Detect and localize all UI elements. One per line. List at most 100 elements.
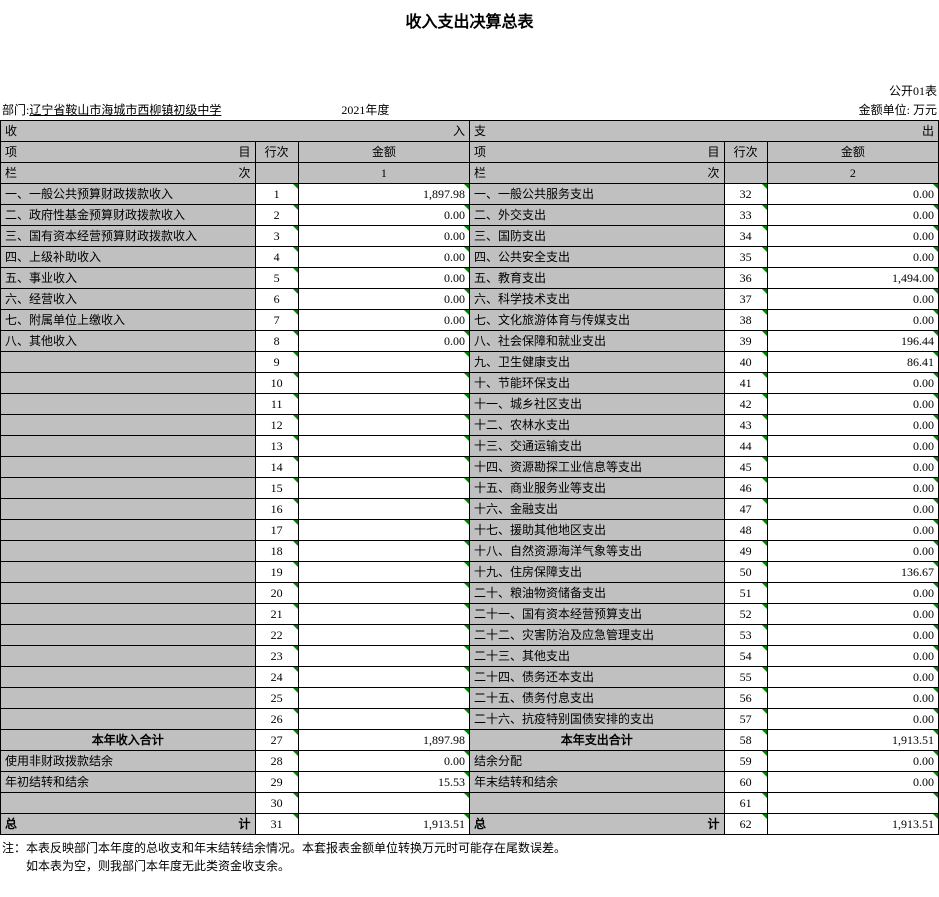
table-cell: 三、国防支出 bbox=[469, 226, 724, 247]
table-cell: 十七、援助其他地区支出 bbox=[469, 520, 724, 541]
table-cell bbox=[298, 436, 469, 457]
table-cell: 53 bbox=[724, 625, 767, 646]
table-cell: 0.00 bbox=[767, 541, 938, 562]
table-cell: 15 bbox=[255, 478, 298, 499]
table-cell bbox=[298, 667, 469, 688]
amount-unit: 金额单位: 万元 bbox=[859, 103, 937, 117]
table-cell: 十一、城乡社区支出 bbox=[469, 394, 724, 415]
table-cell: 0.00 bbox=[298, 310, 469, 331]
table-cell: 二、外交支出 bbox=[469, 205, 724, 226]
table-row: 15十五、商业服务业等支出460.00 bbox=[1, 478, 939, 499]
table-cell: 45 bbox=[724, 457, 767, 478]
table-cell: 本年收入合计 bbox=[1, 730, 256, 751]
table-cell bbox=[1, 646, 256, 667]
table-cell bbox=[298, 562, 469, 583]
table-cell: 十九、住房保障支出 bbox=[469, 562, 724, 583]
table-row: 一、一般公共预算财政拨款收入11,897.98一、一般公共服务支出320.00 bbox=[1, 184, 939, 205]
table-cell: 60 bbox=[724, 772, 767, 793]
table-cell: 二十二、灾害防治及应急管理支出 bbox=[469, 625, 724, 646]
table-cell: 0.00 bbox=[767, 184, 938, 205]
table-cell: 0.00 bbox=[298, 226, 469, 247]
table-cell: 10 bbox=[255, 373, 298, 394]
col-rownum: 行次 bbox=[255, 142, 298, 163]
col-item-2: 项目 bbox=[469, 142, 724, 163]
table-cell: 59 bbox=[724, 751, 767, 772]
table-cell bbox=[767, 793, 938, 814]
table-cell: 41 bbox=[724, 373, 767, 394]
table-cell: 38 bbox=[724, 310, 767, 331]
total-label: 总计 bbox=[1, 814, 256, 835]
table-cell bbox=[298, 415, 469, 436]
table-row: 25二十五、债务付息支出560.00 bbox=[1, 688, 939, 709]
table-cell: 0.00 bbox=[767, 709, 938, 730]
table-cell: 二十四、债务还本支出 bbox=[469, 667, 724, 688]
table-cell bbox=[298, 604, 469, 625]
table-cell: 47 bbox=[724, 499, 767, 520]
table-cell: 1,913.51 bbox=[298, 814, 469, 835]
table-cell bbox=[298, 583, 469, 604]
table-cell: 19 bbox=[255, 562, 298, 583]
table-cell bbox=[298, 646, 469, 667]
table-row: 24二十四、债务还本支出550.00 bbox=[1, 667, 939, 688]
table-cell: 0.00 bbox=[298, 751, 469, 772]
table-cell bbox=[1, 604, 256, 625]
table-row: 七、附属单位上缴收入70.00七、文化旅游体育与传媒支出380.00 bbox=[1, 310, 939, 331]
table-cell: 40 bbox=[724, 352, 767, 373]
table-cell: 0.00 bbox=[767, 205, 938, 226]
note-line-2: 如本表为空，则我部门本年度无此类资金收支余。 bbox=[2, 857, 937, 875]
table-cell: 0.00 bbox=[767, 373, 938, 394]
table-cell: 31 bbox=[255, 814, 298, 835]
table-cell bbox=[1, 520, 256, 541]
table-cell: 0.00 bbox=[767, 646, 938, 667]
table-cell: 六、科学技术支出 bbox=[469, 289, 724, 310]
table-cell bbox=[298, 709, 469, 730]
table-cell: 58 bbox=[724, 730, 767, 751]
table-cell: 4 bbox=[255, 247, 298, 268]
table-cell: 37 bbox=[724, 289, 767, 310]
table-cell: 年末结转和结余 bbox=[469, 772, 724, 793]
table-cell: 0.00 bbox=[298, 247, 469, 268]
table-cell bbox=[1, 562, 256, 583]
table-cell: 四、公共安全支出 bbox=[469, 247, 724, 268]
table-row: 八、其他收入80.00八、社会保障和就业支出39196.44 bbox=[1, 331, 939, 352]
table-cell: 27 bbox=[255, 730, 298, 751]
table-cell bbox=[1, 394, 256, 415]
table-cell: 36 bbox=[724, 268, 767, 289]
table-cell bbox=[1, 352, 256, 373]
table-row: 三、国有资本经营预算财政拨款收入30.00三、国防支出340.00 bbox=[1, 226, 939, 247]
table-cell bbox=[298, 394, 469, 415]
table-cell: 24 bbox=[255, 667, 298, 688]
table-cell: 1 bbox=[255, 184, 298, 205]
table-cell bbox=[298, 457, 469, 478]
table-cell: 0.00 bbox=[767, 457, 938, 478]
table-cell bbox=[1, 373, 256, 394]
table-cell: 51 bbox=[724, 583, 767, 604]
table-cell bbox=[298, 625, 469, 646]
dept-label: 部门: bbox=[2, 101, 29, 118]
table-row: 22二十二、灾害防治及应急管理支出530.00 bbox=[1, 625, 939, 646]
table-cell: 0.00 bbox=[298, 268, 469, 289]
col-rownum-2: 行次 bbox=[724, 142, 767, 163]
table-cell: 二十、粮油物资储备支出 bbox=[469, 583, 724, 604]
table-cell: 61 bbox=[724, 793, 767, 814]
table-cell: 二十三、其他支出 bbox=[469, 646, 724, 667]
table-cell: 44 bbox=[724, 436, 767, 457]
table-cell: 0.00 bbox=[767, 520, 938, 541]
table-cell bbox=[1, 709, 256, 730]
table-row: 9九、卫生健康支出4086.41 bbox=[1, 352, 939, 373]
table-cell: 十四、资源勘探工业信息等支出 bbox=[469, 457, 724, 478]
table-cell: 三、国有资本经营预算财政拨款收入 bbox=[1, 226, 256, 247]
table-cell: 十、节能环保支出 bbox=[469, 373, 724, 394]
table-cell: 136.67 bbox=[767, 562, 938, 583]
expend-header: 支出 bbox=[469, 121, 938, 142]
table-cell: 本年支出合计 bbox=[469, 730, 724, 751]
table-cell: 结余分配 bbox=[469, 751, 724, 772]
col-lan: 栏次 bbox=[1, 163, 256, 184]
table-cell bbox=[1, 436, 256, 457]
table-cell bbox=[469, 793, 724, 814]
table-cell: 22 bbox=[255, 625, 298, 646]
table-cell: 57 bbox=[724, 709, 767, 730]
table-cell: 48 bbox=[724, 520, 767, 541]
table-cell: 18 bbox=[255, 541, 298, 562]
table-cell: 四、上级补助收入 bbox=[1, 247, 256, 268]
